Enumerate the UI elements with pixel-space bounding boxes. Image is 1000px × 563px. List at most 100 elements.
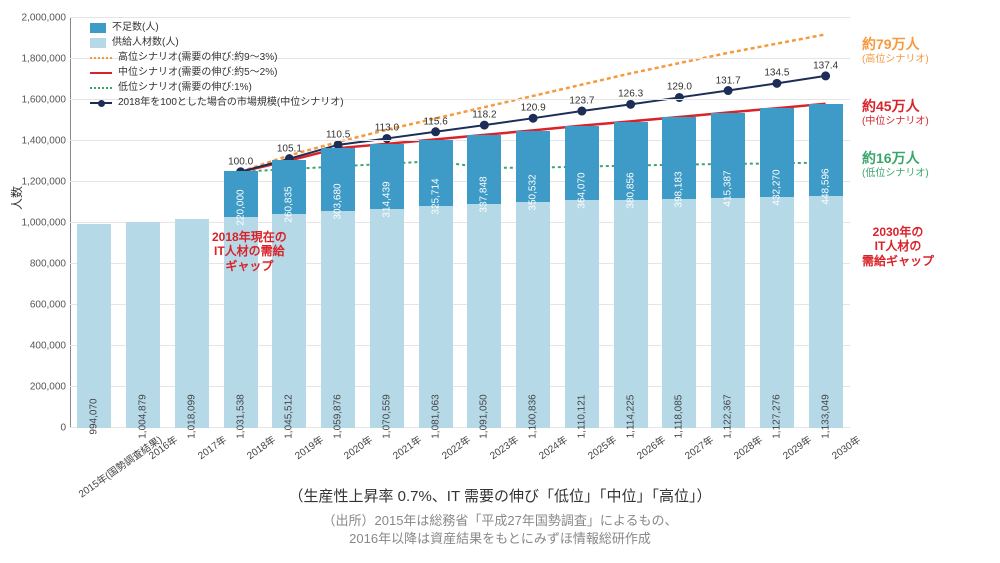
- bar-supply: 1,004,879: [126, 222, 160, 428]
- legend-swatch: [90, 23, 106, 33]
- y-tick: 200,000: [30, 382, 70, 393]
- bar-supply-value: 994,070: [89, 398, 100, 434]
- marker-value-label: 137.4: [813, 61, 838, 72]
- legend-label: 高位シナリオ(需要の伸び:約9～3%): [118, 50, 277, 65]
- marker-value-label: 120.9: [521, 103, 546, 114]
- bar-shortage-value: 398,183: [674, 171, 685, 207]
- bar-shortage: 415,387: [711, 113, 745, 198]
- chart-legend: 不足数(人)供給人材数(人)高位シナリオ(需要の伸び:約9～3%)中位シナリオ(…: [90, 20, 344, 110]
- bar-shortage-value: 260,835: [284, 186, 295, 222]
- y-tick: 800,000: [30, 259, 70, 270]
- legend-label: 低位シナリオ(需要の伸び:1%): [118, 80, 252, 95]
- bar-supply-value: 1,100,836: [528, 394, 539, 439]
- bar-supply: 994,070: [77, 224, 111, 428]
- legend-swatch: [90, 87, 112, 89]
- legend-swatch: [90, 72, 112, 74]
- legend-item: 中位シナリオ(需要の伸び:約5～2%): [90, 65, 344, 80]
- bar-column: 1,100,836350,532: [516, 18, 550, 428]
- legend-item: 供給人材数(人): [90, 35, 344, 50]
- bar-shortage: 325,714: [419, 140, 453, 207]
- legend-label: 中位シナリオ(需要の伸び:約5～2%): [118, 65, 277, 80]
- y-tick: 1,000,000: [22, 218, 71, 229]
- marker-value-label: 110.5: [326, 129, 350, 140]
- bar-supply-value: 1,091,050: [479, 394, 490, 439]
- bar-shortage-value: 303,680: [333, 183, 344, 219]
- right-label-high: 約79万人 (高位シナリオ): [862, 36, 929, 66]
- bar-shortage-value: 220,000: [235, 189, 246, 225]
- marker-value-label: 131.7: [716, 75, 741, 86]
- bar-shortage: 380,856: [614, 122, 648, 200]
- marker-value-label: 105.1: [277, 143, 302, 154]
- legend-item: 不足数(人): [90, 20, 344, 35]
- bar-shortage-value: 380,856: [625, 172, 636, 208]
- bar-shortage: 314,439: [370, 144, 404, 208]
- bar-supply-value: 1,081,063: [430, 394, 441, 439]
- bar-supply: 1,118,085: [662, 199, 696, 428]
- bar-supply: 1,059,876: [321, 211, 355, 428]
- y-tick: 1,800,000: [22, 54, 71, 65]
- bar-shortage: 337,848: [467, 135, 501, 204]
- bar-column: 1,127,276432,270: [760, 18, 794, 428]
- bar-supply-value: 1,114,225: [625, 395, 636, 439]
- bar-supply-value: 1,110,121: [576, 395, 587, 439]
- bar-supply-value: 1,127,276: [771, 394, 782, 439]
- right-label-gap2030: 2030年の IT人材の 需給ギャップ: [862, 225, 934, 268]
- marker-value-label: 100.0: [228, 156, 253, 167]
- marker-value-label: 115.6: [423, 116, 447, 127]
- bar-supply: 1,127,276: [760, 197, 794, 428]
- y-tick: 0: [60, 423, 70, 434]
- bar-column: 1,091,050337,848: [467, 18, 501, 428]
- bar-supply: 1,070,559: [370, 209, 404, 428]
- bar-supply-value: 1,018,099: [186, 394, 197, 439]
- bar-column: 1,110,121364,070: [565, 18, 599, 428]
- bar-supply-value: 1,031,538: [235, 394, 246, 439]
- bar-shortage-value: 350,532: [528, 175, 539, 211]
- chart-source: （出所）2015年は総務省「平成27年国勢調査」によるもの、 2016年以降は資…: [0, 512, 1000, 547]
- y-tick: 600,000: [30, 300, 70, 311]
- y-tick: 1,200,000: [22, 177, 71, 188]
- legend-label: 2018年を100とした場合の市場規模(中位シナリオ): [118, 95, 344, 110]
- bar-column: 1,133,049448,596: [809, 18, 843, 428]
- annotation-gap2018: 2018年現在の IT人材の需給 ギャップ: [212, 230, 287, 273]
- marker-value-label: 134.5: [764, 68, 789, 79]
- bar-shortage: 432,270: [760, 108, 794, 197]
- marker-value-label: 118.2: [472, 110, 496, 121]
- bar-supply: 1,110,121: [565, 200, 599, 428]
- legend-item: 2018年を100とした場合の市場規模(中位シナリオ): [90, 95, 344, 110]
- legend-label: 不足数(人): [112, 20, 159, 35]
- bar-supply-value: 1,004,879: [138, 394, 149, 439]
- bar-column: 1,070,559314,439: [370, 18, 404, 428]
- marker-value-label: 123.7: [569, 96, 594, 107]
- bar-shortage: 448,596: [809, 104, 843, 196]
- bar-shortage: 303,680: [321, 148, 355, 210]
- bar-supply: 1,122,367: [711, 198, 745, 428]
- legend-swatch: [90, 57, 112, 59]
- legend-swatch: [90, 102, 112, 104]
- legend-item: 低位シナリオ(需要の伸び:1%): [90, 80, 344, 95]
- bar-supply-value: 1,133,049: [820, 394, 831, 439]
- legend-swatch: [90, 38, 106, 48]
- bar-shortage-value: 325,714: [430, 179, 441, 215]
- bar-shortage: 220,000: [224, 171, 258, 216]
- bar-shortage-value: 337,848: [479, 177, 490, 213]
- right-label-low: 約16万人 (低位シナリオ): [862, 150, 929, 180]
- bar-shortage-value: 415,387: [723, 170, 734, 206]
- bar-supply: 1,081,063: [419, 206, 453, 428]
- bar-supply-value: 1,045,512: [284, 394, 295, 439]
- bar-supply: 1,133,049: [809, 196, 843, 428]
- bar-column: 1,118,085398,183: [662, 18, 696, 428]
- bar-shortage: 260,835: [272, 160, 306, 213]
- bar-supply: 1,091,050: [467, 204, 501, 428]
- x-tick-label: 2023年: [484, 428, 521, 462]
- bar-shortage: 398,183: [662, 117, 696, 199]
- marker-value-label: 129.0: [667, 82, 692, 93]
- bar-supply-value: 1,122,367: [723, 394, 734, 439]
- bar-shortage-value: 314,439: [381, 181, 392, 217]
- bar-shortage-value: 448,596: [820, 168, 831, 204]
- chart-subtitle: （生産性上昇率 0.7%、IT 需要の伸び「低位」「中位」「高位」）: [0, 485, 1000, 506]
- x-tick-label: 2027年: [679, 428, 716, 462]
- bar-shortage: 364,070: [565, 126, 599, 201]
- bar-shortage: 350,532: [516, 131, 550, 203]
- bar-supply: 1,018,099: [175, 219, 209, 428]
- y-axis-label: 人数: [8, 186, 25, 210]
